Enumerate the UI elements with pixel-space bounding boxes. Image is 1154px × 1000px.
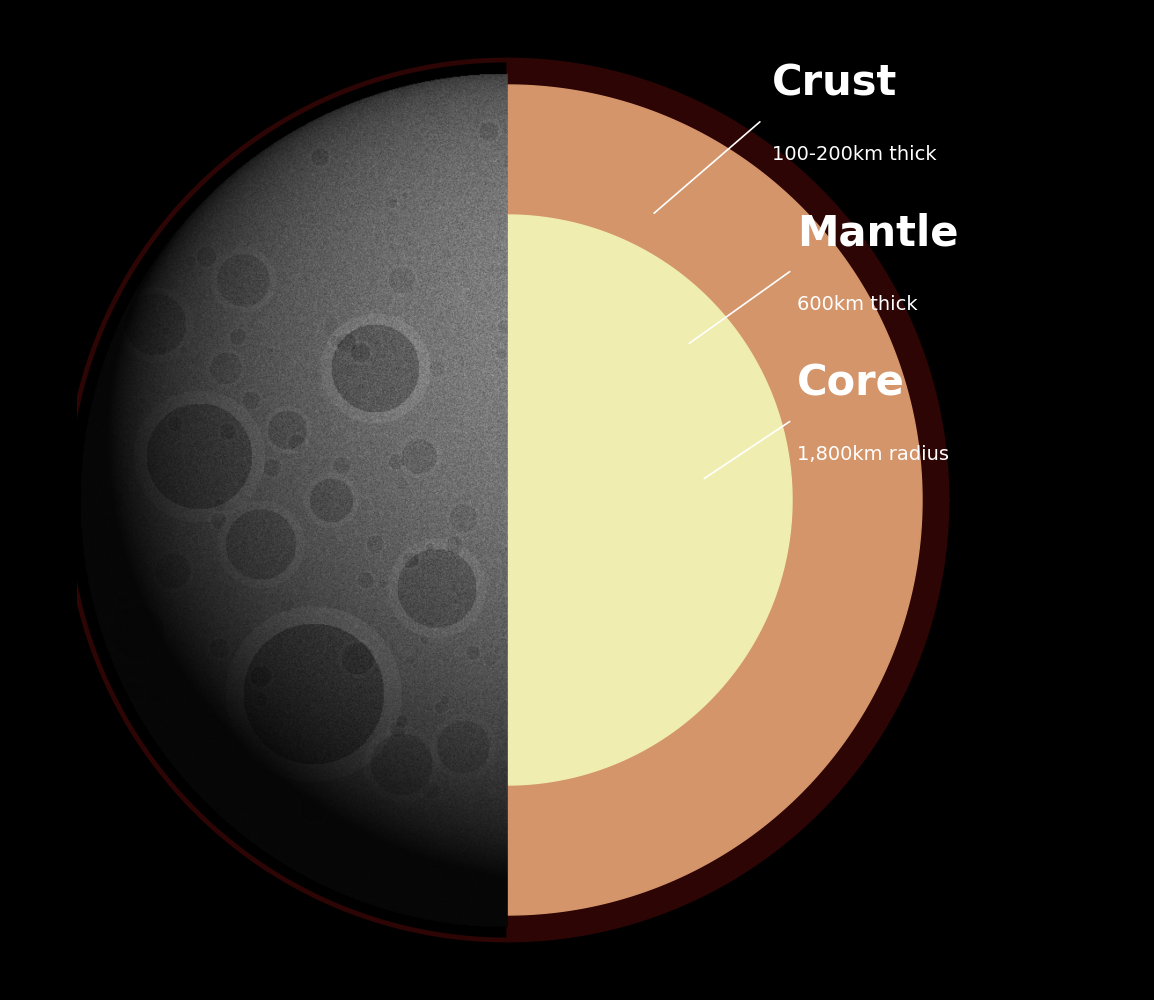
Text: Crust: Crust [772,63,898,105]
Polygon shape [507,215,792,785]
Text: Mantle: Mantle [797,213,959,255]
Text: 600km thick: 600km thick [797,295,917,314]
Polygon shape [507,60,947,940]
Polygon shape [507,85,922,915]
Text: 100-200km thick: 100-200km thick [772,145,937,164]
Text: Core: Core [797,363,905,405]
Text: 1,800km radius: 1,800km radius [797,445,949,464]
